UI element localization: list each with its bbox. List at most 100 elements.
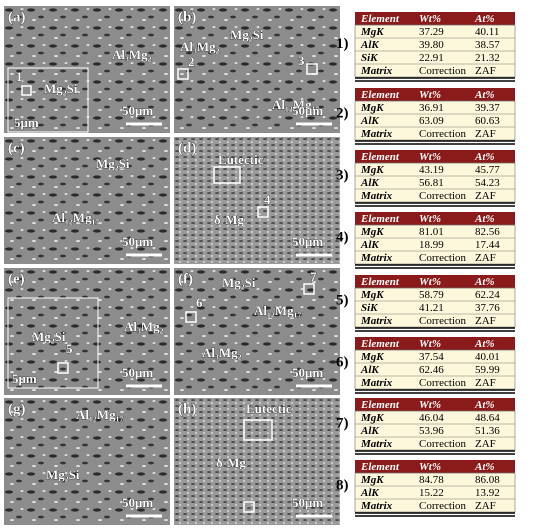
marker-box: [243, 419, 273, 441]
micrograph-panel: (d) Eutectic δ-Mg 4 50μm: [174, 137, 340, 264]
inset-image: [7, 297, 99, 389]
table-header-bg: [355, 88, 515, 101]
eds-table: Element Wt% At% MgK 37.29 40.11 AlK 39.80 38.57 S…: [354, 12, 516, 82]
table-header: At%: [474, 89, 495, 101]
annotation: 5μm: [14, 115, 39, 130]
annotation: Mg₂Si: [96, 156, 130, 171]
annotation: 1: [16, 69, 23, 84]
table-header-bg: [355, 275, 515, 288]
table-cell: 37.76: [475, 302, 500, 314]
micrograph-panel: (g) Al₁₂Mg₁₇ Mg₂Si 50μm: [4, 398, 170, 525]
table-cell: Matrix: [360, 65, 393, 77]
micrograph: [174, 6, 340, 133]
table-cell: Correction: [419, 438, 467, 450]
table-header-bg: [355, 212, 515, 225]
table-header: Wt%: [419, 13, 441, 25]
table-cell: 53.96: [419, 425, 444, 437]
annotation: δ-Mg: [214, 212, 244, 227]
annotation: 4: [264, 192, 271, 207]
table-cell: ZAF: [475, 190, 496, 202]
table-cell: 56.81: [419, 177, 444, 189]
table-header-bg: [355, 460, 515, 473]
table-cell: 48.64: [475, 412, 500, 424]
table-cell: 21.32: [475, 52, 500, 64]
table-number: 2): [336, 105, 349, 121]
panel-label: (f): [178, 271, 193, 287]
table-header: At%: [474, 213, 495, 225]
eds-table: Element Wt% At% MgK 36.91 39.37 AlK 63.09 60.63 M…: [354, 88, 516, 145]
table-cell: ZAF: [475, 252, 496, 264]
table-cell: 17.44: [475, 239, 500, 251]
table-cell: 51.36: [475, 425, 500, 437]
scale-label: 50μm: [122, 234, 153, 249]
annotation: Al₃Mg₂: [112, 47, 152, 62]
table-cell: MgK: [360, 26, 384, 38]
table-cell: Correction: [419, 190, 467, 202]
table-cell: 41.21: [419, 302, 444, 314]
panel-label: (g): [8, 401, 26, 417]
table-cell: Matrix: [360, 315, 393, 327]
table-number: 7): [336, 415, 349, 431]
table-body-bg: [354, 224, 516, 265]
table-cell: MgK: [360, 351, 384, 363]
scale-label: 50μm: [292, 234, 323, 249]
table-cell: 40.01: [475, 351, 500, 363]
table-header: At%: [474, 399, 495, 411]
marker-box: [21, 85, 32, 96]
table-header: Wt%: [419, 276, 441, 288]
eds-table: Element Wt% At% MgK 43.19 45.77 AlK 56.81 54.23 M…: [354, 150, 516, 207]
marker-box: [57, 362, 69, 374]
table-header-bg: [355, 337, 515, 350]
table-cell: Matrix: [360, 500, 393, 512]
scale-label: 50μm: [292, 495, 323, 510]
table-cell: Matrix: [360, 128, 393, 140]
table-cell: 62.24: [475, 289, 500, 301]
table-body-bg: [354, 287, 516, 328]
table-header-bg: [355, 398, 515, 411]
table-header: Element: [360, 89, 400, 101]
table-cell: Matrix: [360, 252, 393, 264]
panel-label: (e): [8, 271, 25, 287]
eds-table: Element Wt% At% MgK 58.79 62.24 SiK 41.21 37.76 M…: [354, 275, 516, 332]
table-cell: Correction: [419, 377, 467, 389]
table-cell: 59.99: [475, 364, 500, 376]
marker-box: [303, 283, 315, 295]
table-cell: AlK: [360, 115, 379, 127]
annotation: Mg₂Si: [222, 275, 256, 290]
table-number: 1): [336, 36, 349, 52]
table-cell: ZAF: [475, 500, 496, 512]
panel-label: (a): [8, 9, 26, 25]
table-cell: ZAF: [475, 65, 496, 77]
scale-label: 50μm: [122, 103, 153, 118]
annotation: Mg₂Si: [230, 27, 264, 42]
table-header: Element: [360, 399, 400, 411]
eds-table: Element Wt% At% MgK 84.78 86.08 AlK 15.22 13.92 M…: [354, 460, 516, 517]
table-cell: Matrix: [360, 377, 393, 389]
table-cell: SiK: [361, 52, 378, 64]
panel-label: (h): [178, 401, 196, 417]
panel-label: (d): [178, 140, 196, 156]
table-header: Element: [360, 338, 400, 350]
table-cell: AlK: [360, 425, 379, 437]
table-header: Element: [360, 13, 400, 25]
table-cell: 13.92: [475, 487, 500, 499]
annotation: Mg₂Si: [32, 329, 66, 344]
annotation: Al₁₂Mg₁₇: [272, 97, 319, 112]
table-cell: MgK: [360, 412, 384, 424]
annotation: Al₁₂Mg₁₇: [76, 407, 123, 422]
table-cell: Correction: [419, 128, 467, 140]
table-cell: 63.09: [419, 115, 444, 127]
table-header: Wt%: [419, 399, 441, 411]
table-body-bg: [354, 410, 516, 451]
scale-label: 50μm: [292, 365, 323, 380]
annotation: Mg₂Si: [44, 81, 78, 96]
table-cell: 45.77: [475, 164, 500, 176]
scale-label: 50μm: [122, 495, 153, 510]
table-cell: AlK: [360, 177, 379, 189]
table-header: At%: [474, 151, 495, 163]
annotation: Al₃Mg₂: [202, 345, 242, 360]
table-cell: 40.11: [475, 26, 499, 38]
annotation: Al₃Mg₂: [180, 39, 220, 54]
annotation: 6: [196, 295, 203, 310]
